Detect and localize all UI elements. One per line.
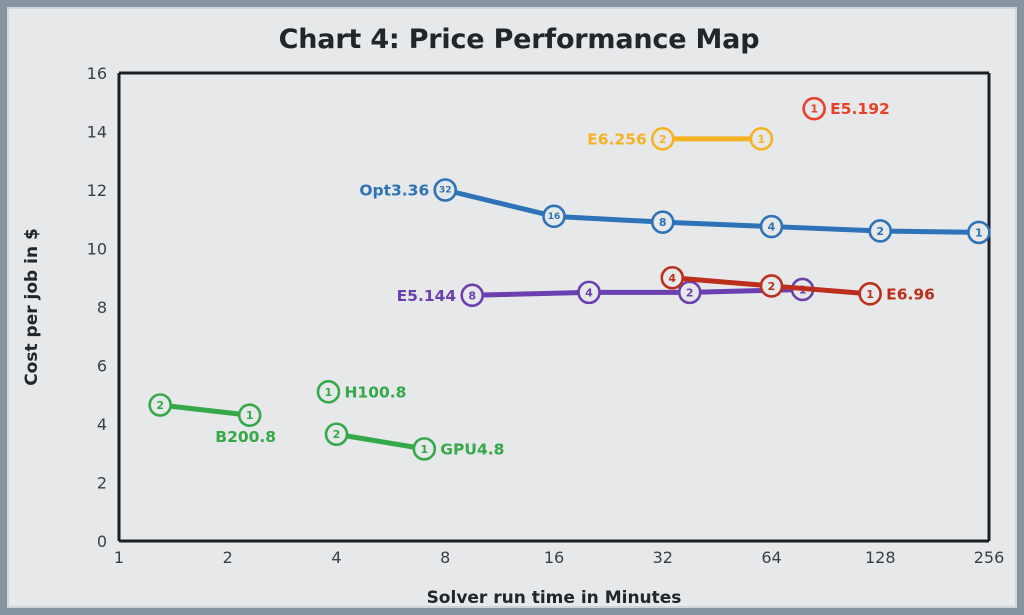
series-opt3-36[interactable]: 32 16 8 4 2 1 Opt3.36: [359, 178, 991, 245]
series-line: [442, 187, 982, 235]
page-title: Chart 4: Price Performance Map: [278, 24, 760, 55]
data-point-label: 2: [768, 280, 776, 293]
plot-axes: [117, 71, 991, 543]
series-label: E5.144: [397, 287, 457, 305]
y-tick-label: 16: [87, 64, 107, 83]
series-b200-8[interactable]: 2 1 B200.8: [148, 393, 276, 446]
series-line: [334, 431, 427, 452]
data-point-label: 2: [686, 286, 694, 299]
y-tick-label: 10: [87, 240, 107, 259]
data-point-marker[interactable]: [237, 403, 262, 428]
data-point-marker[interactable]: [324, 422, 349, 447]
data-point-label: 2: [659, 133, 667, 146]
data-point-label: 32: [439, 186, 452, 196]
data-point-marker[interactable]: [650, 210, 675, 234]
data-point-label: 1: [325, 386, 333, 399]
data-point-marker[interactable]: [148, 393, 172, 417]
x-tick-labels: 1 2 4 8 16 32 64 128 256: [114, 548, 1004, 567]
x-tick-label: 2: [223, 548, 233, 567]
data-point-label: 4: [668, 272, 676, 285]
y-tick-label: 8: [97, 298, 107, 317]
data-point-marker[interactable]: [542, 204, 566, 229]
data-point-marker[interactable]: [316, 380, 341, 404]
x-axis-title: Solver run time in Minutes: [427, 588, 682, 608]
data-point-marker[interactable]: [677, 280, 702, 305]
data-point-label: 4: [585, 286, 593, 299]
y-tick-label: 4: [97, 415, 107, 434]
data-point-label: 2: [876, 225, 884, 238]
series-line: [157, 402, 253, 418]
data-point-label: 1: [975, 226, 983, 239]
data-point-marker[interactable]: [433, 178, 458, 202]
y-tick-label: 12: [87, 181, 107, 200]
series-line: [469, 286, 806, 298]
data-point-label: 8: [659, 216, 667, 229]
data-point-marker[interactable]: [749, 127, 774, 151]
series-label: Opt3.36: [359, 182, 429, 200]
x-tick-label: 16: [544, 548, 564, 567]
y-tick-label: 6: [97, 357, 107, 376]
series-label: E6.96: [886, 285, 935, 303]
x-tick-label: 128: [865, 548, 896, 567]
data-point-label: 1: [420, 443, 428, 456]
x-tick-label: 1: [114, 548, 124, 567]
x-tick-label: 8: [440, 548, 450, 567]
data-point-label: 2: [156, 399, 164, 412]
x-tick-label: 64: [761, 548, 781, 567]
data-point-marker[interactable]: [802, 96, 826, 121]
data-point-marker[interactable]: [759, 274, 784, 298]
x-tick-label: 256: [974, 548, 1005, 567]
data-point-label: 1: [866, 288, 874, 301]
data-point-label: 16: [548, 212, 561, 222]
x-tick-label: 32: [653, 548, 673, 567]
data-point-marker[interactable]: [660, 265, 685, 290]
data-point-label: 1: [758, 133, 766, 146]
series-e6-256[interactable]: 2 1 E6.256: [587, 127, 774, 151]
series-label: GPU4.8: [440, 440, 504, 458]
y-tick-labels: 0 2 4 6 8 10 12 14 16: [87, 64, 107, 551]
data-point-marker[interactable]: [759, 214, 784, 239]
data-point-label: 2: [333, 428, 341, 441]
series-e6-96[interactable]: 421 E6.96: [660, 265, 935, 306]
series-label: E6.256: [587, 130, 647, 148]
y-axis-title: Cost per job in $: [22, 228, 42, 386]
data-point-label: 1: [246, 409, 254, 422]
data-point-marker[interactable]: [460, 283, 485, 308]
data-point-label: 8: [468, 289, 476, 302]
series-gpu4-8[interactable]: 2 1 GPU4.8: [324, 422, 504, 461]
data-point-marker[interactable]: [412, 437, 437, 461]
data-point-marker[interactable]: [650, 127, 675, 151]
data-point-marker[interactable]: [967, 220, 991, 245]
data-point-marker[interactable]: [577, 280, 601, 305]
series-label: B200.8: [215, 428, 276, 446]
series-e5-192[interactable]: 1 E5.192: [802, 96, 890, 121]
y-tick-label: 2: [97, 474, 107, 493]
y-tick-label: 14: [87, 123, 107, 142]
data-point-label: 4: [768, 221, 776, 234]
data-point-label: 1: [810, 103, 818, 116]
series-label: E5.192: [830, 100, 890, 118]
data-point-marker[interactable]: [868, 219, 893, 243]
series-label: H100.8: [344, 383, 406, 401]
series-e5-144[interactable]: 8 4 2 1E5.144: [397, 277, 815, 308]
data-point-marker[interactable]: [858, 282, 882, 306]
x-tick-label: 4: [331, 548, 341, 567]
y-tick-label: 0: [97, 532, 107, 551]
series-h100-8[interactable]: 1 H100.8: [316, 380, 407, 404]
